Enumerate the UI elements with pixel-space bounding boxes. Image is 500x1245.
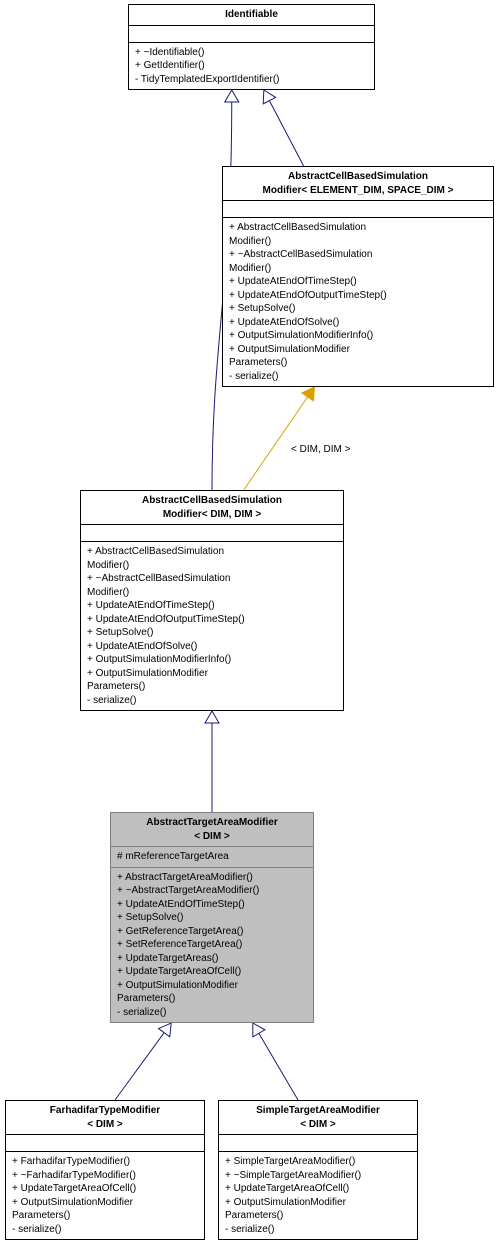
node-attrs	[81, 525, 343, 542]
node-methods: + FarhadifarTypeModifier()+ ~FarhadifarT…	[6, 1152, 204, 1239]
node-title: AbstractTargetAreaModifier < DIM >	[111, 813, 313, 847]
diagram-canvas: Identifiable + ~Identifiable()+ GetIdent…	[0, 0, 500, 1245]
node-methods: + ~Identifiable()+ GetIdentifier()- Tidy…	[129, 43, 374, 90]
node-methods: + AbstractTargetAreaModifier()+ ~Abstrac…	[111, 868, 313, 1023]
class-node-identifiable[interactable]: Identifiable + ~Identifiable()+ GetIdent…	[128, 4, 375, 90]
class-node-abstract-target-area-modifier[interactable]: AbstractTargetAreaModifier < DIM > # mRe…	[110, 812, 314, 1023]
class-node-simple-target-area-modifier[interactable]: SimpleTargetAreaModifier < DIM > + Simpl…	[218, 1100, 418, 1240]
class-node-acbsm-elem[interactable]: AbstractCellBasedSimulation Modifier< EL…	[222, 166, 494, 387]
node-attrs	[223, 201, 493, 218]
node-title: AbstractCellBasedSimulation Modifier< DI…	[81, 491, 343, 525]
class-node-acbsm-dim[interactable]: AbstractCellBasedSimulation Modifier< DI…	[80, 490, 344, 711]
node-methods: + AbstractCellBasedSimulationModifier()+…	[223, 218, 493, 386]
node-methods: + SimpleTargetAreaModifier()+ ~SimpleTar…	[219, 1152, 417, 1239]
node-attrs: # mReferenceTargetArea	[111, 847, 313, 868]
class-node-farhadifar[interactable]: FarhadifarTypeModifier < DIM > + Farhadi…	[5, 1100, 205, 1240]
node-methods: + AbstractCellBasedSimulationModifier()+…	[81, 542, 343, 710]
node-title: FarhadifarTypeModifier < DIM >	[6, 1101, 204, 1135]
node-title: AbstractCellBasedSimulation Modifier< EL…	[223, 167, 493, 201]
node-attrs	[6, 1135, 204, 1152]
node-title: SimpleTargetAreaModifier < DIM >	[219, 1101, 417, 1135]
template-edge-label: < DIM, DIM >	[290, 444, 351, 455]
node-title: Identifiable	[129, 5, 374, 26]
node-attrs	[129, 26, 374, 43]
node-attrs	[219, 1135, 417, 1152]
